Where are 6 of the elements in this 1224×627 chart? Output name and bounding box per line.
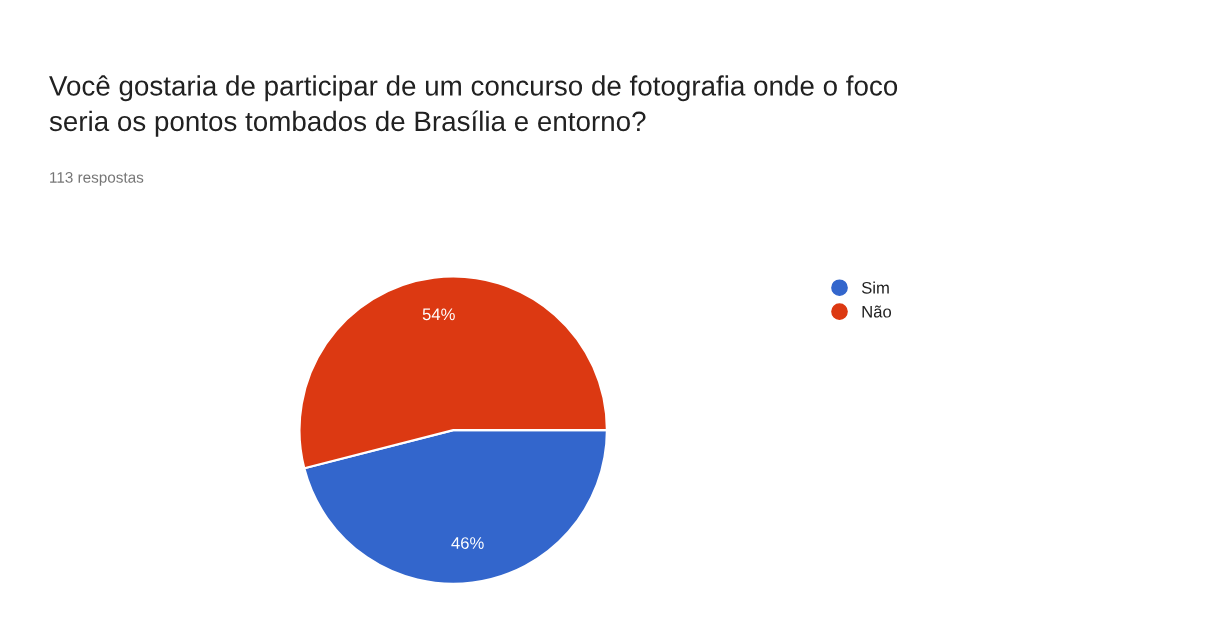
legend-label: Não — [862, 305, 892, 318]
legend-label: Sim — [861, 281, 889, 294]
chart-title: Você gostaria de participar de um concurso de fotografia onde o foco seria os pontos tombados de Brasília e entorno? — [49, 75, 898, 137]
data-label: 46% — [451, 537, 484, 549]
data-label: 54% — [422, 308, 455, 321]
text: 113 respostas — [50, 171, 144, 186]
